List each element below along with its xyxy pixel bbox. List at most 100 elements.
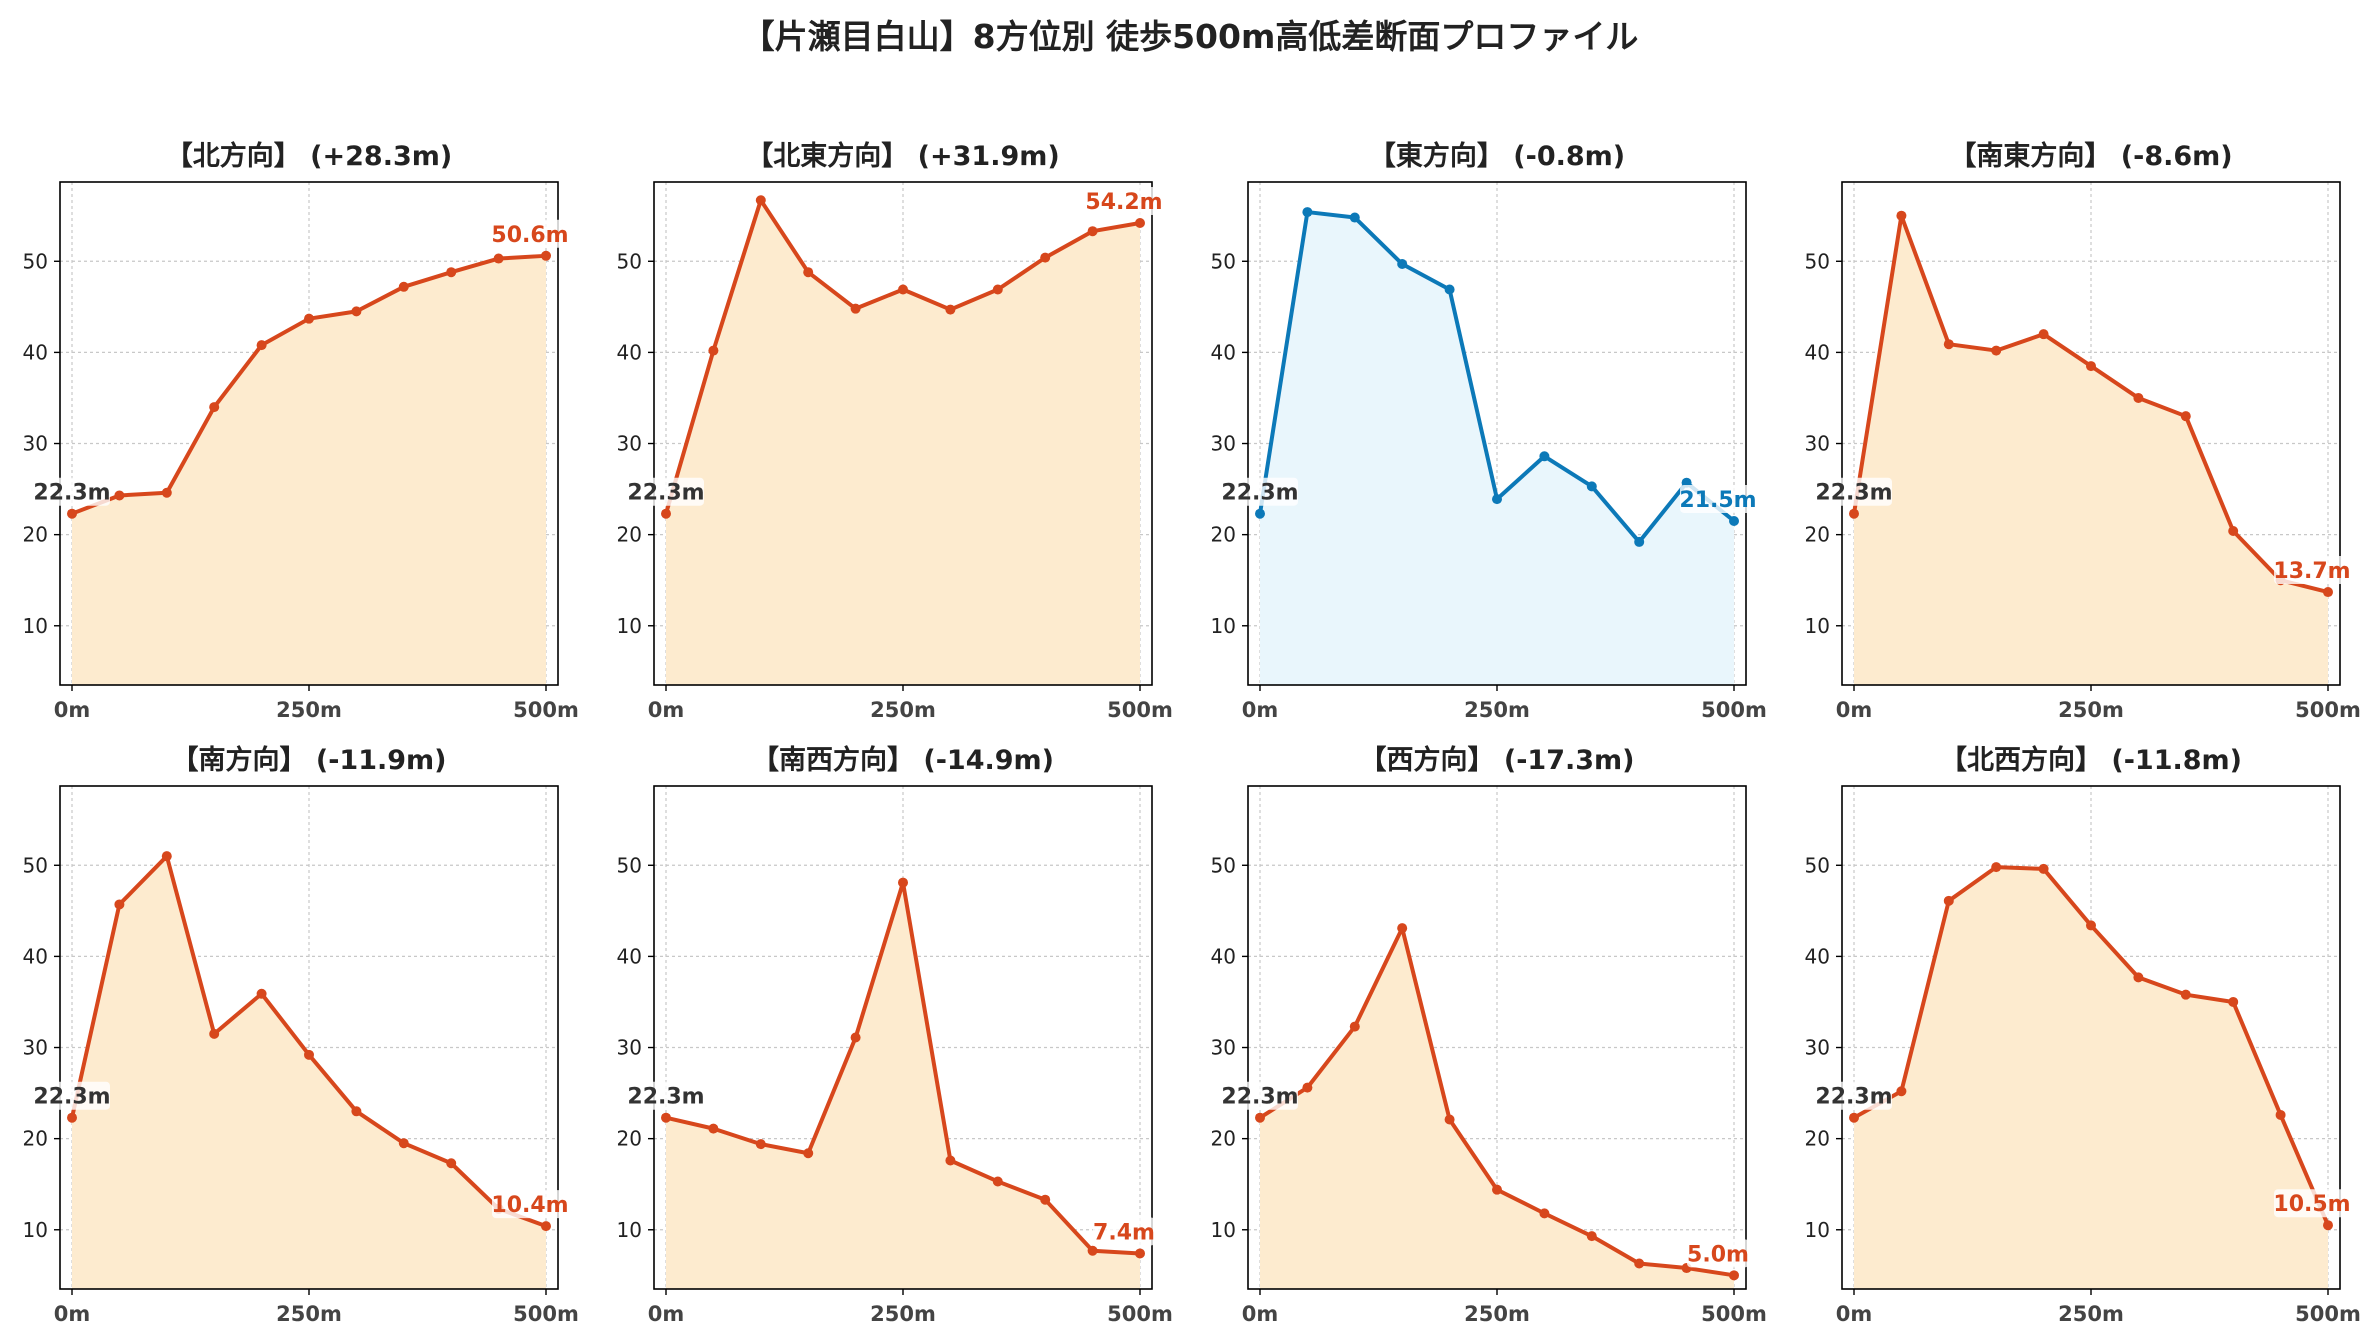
end-label: 21.5m [1679,488,1756,513]
panel-title-4: 【南方向】 (-11.9m) [171,744,446,776]
start-label-bg [34,477,110,506]
data-point [1896,210,1907,221]
y-tick-label: 40 [1211,340,1236,364]
x-tick-label: 250m [870,1302,936,1326]
elevation-area [1854,215,2328,685]
data-point [256,988,267,999]
data-point [1586,1231,1597,1242]
start-label-bg [628,477,704,506]
y-tick-label: 50 [1805,249,1830,273]
start-label: 22.3m [33,1085,110,1110]
end-label: 50.6m [491,223,568,248]
data-point [446,1158,457,1169]
data-point [945,304,956,315]
data-point [351,1106,362,1117]
y-tick-label: 20 [1211,523,1236,547]
data-point [1586,481,1597,492]
x-tick-label: 500m [513,698,579,722]
data-point [304,1049,314,1060]
x-tick-label: 250m [276,698,342,722]
data-point [1135,218,1145,229]
data-point [351,306,362,317]
data-point [398,1138,409,1149]
y-tick-label: 10 [23,1218,48,1242]
data-point [541,1221,551,1232]
data-point [541,250,551,261]
panel-title-7: 【北西方向】 (-11.8m) [1940,744,2242,776]
data-point [1729,515,1739,526]
y-tick-label: 30 [23,1036,48,1060]
x-tick-label: 500m [2295,698,2361,722]
data-point [1991,862,2002,873]
y-tick-label: 40 [617,340,642,364]
end-label: 10.4m [491,1193,568,1218]
y-tick-label: 40 [1211,944,1236,968]
elevation-area [666,200,1140,685]
end-label: 7.4m [1093,1220,1155,1245]
data-point [1397,259,1408,270]
data-point [1492,1184,1502,1195]
y-tick-label: 20 [617,1127,642,1151]
x-tick-label: 500m [1701,1302,1767,1326]
data-point [1255,1112,1265,1123]
data-point [2228,526,2239,537]
end-label-bg [1093,1217,1155,1246]
data-point [493,253,504,264]
data-point [161,487,172,498]
data-point [1634,1258,1645,1269]
data-point [1087,1245,1098,1256]
panel-title-2: 【東方向】 (-0.8m) [1369,140,1625,172]
y-tick-label: 30 [617,432,642,456]
y-tick-label: 20 [23,523,48,547]
data-point [2086,361,2096,372]
data-point [850,1032,861,1043]
data-point [1349,212,1360,223]
data-point [114,490,125,501]
x-tick-label: 0m [1242,1302,1279,1326]
end-label-bg [1687,1239,1749,1268]
x-tick-label: 500m [1107,698,1173,722]
data-point [1539,451,1550,462]
end-label-bg [2274,1189,2350,1218]
elevation-area [72,255,546,685]
data-point [708,345,719,356]
y-tick-label: 40 [1805,944,1830,968]
data-point [1444,1114,1455,1125]
data-point [803,267,814,278]
y-tick-label: 30 [1211,1036,1236,1060]
x-tick-label: 500m [1107,1302,1173,1326]
data-point [1943,895,1954,906]
x-tick-label: 500m [1701,698,1767,722]
data-point [1040,252,1051,263]
end-label: 13.7m [2273,559,2350,584]
start-label: 22.3m [1221,481,1298,506]
data-point [1087,226,1098,237]
data-point [1849,1112,1859,1123]
data-point [2038,329,2049,340]
y-tick-label: 30 [1805,432,1830,456]
start-label-bg [34,1081,110,1110]
x-tick-label: 250m [1464,1302,1530,1326]
y-tick-label: 50 [617,853,642,877]
panel-title-1: 【北東方向】 (+31.9m) [746,140,1059,172]
data-point [161,851,172,862]
panel-title-6: 【西方向】 (-17.3m) [1359,744,1634,776]
x-tick-label: 0m [1836,1302,1873,1326]
data-point [446,267,457,278]
y-tick-label: 20 [1805,1127,1830,1151]
start-label: 22.3m [1221,1085,1298,1110]
data-point [209,1028,220,1039]
x-tick-label: 0m [648,698,685,722]
y-tick-label: 10 [1211,614,1236,638]
data-point [1040,1194,1051,1205]
y-tick-label: 30 [1805,1036,1830,1060]
end-label-bg [2274,556,2350,585]
data-point [2323,587,2333,598]
y-tick-label: 40 [23,340,48,364]
data-point [755,195,766,206]
data-point [2228,996,2239,1007]
end-label: 54.2m [1085,190,1162,215]
data-point [2038,863,2049,874]
start-label-bg [1222,1081,1298,1110]
